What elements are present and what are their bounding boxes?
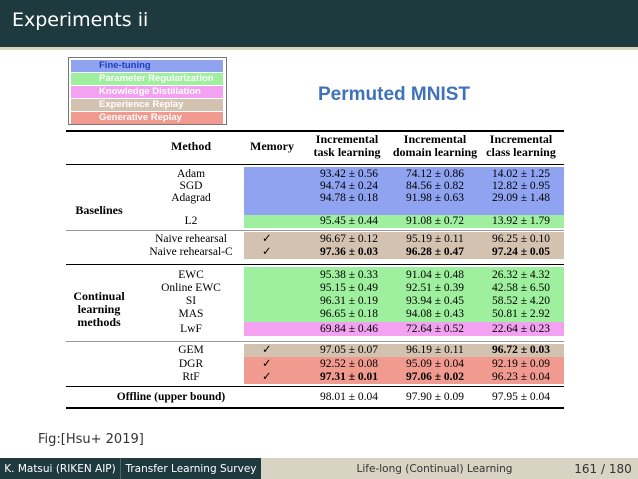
group-continual: Continual learning methods: [73, 289, 125, 329]
header-method: Method: [171, 139, 211, 153]
legend-item-generative-replay: Generative Replay: [71, 112, 223, 124]
header-task: Incremental task learning: [313, 132, 381, 159]
header-memory: Memory: [250, 139, 294, 153]
footer-talk: Transfer Learning Survey: [120, 458, 261, 479]
legend-item-experience-replay: Experience Replay: [71, 99, 223, 111]
legend-item-parameter-regularization: Parameter Regularization: [71, 73, 223, 85]
legend-item-fine-tuning: Fine-tuning: [71, 60, 223, 72]
separator: [66, 386, 564, 387]
band-generative-replay: [244, 357, 564, 384]
slide-title: Experiments ii: [12, 9, 149, 31]
separator: [66, 341, 564, 342]
band-naive-rehearsal: [244, 232, 564, 259]
footer-section: Life-long (Continual) Learning: [261, 458, 568, 479]
band-lwf: [244, 322, 564, 336]
figure-title: Permuted MNIST: [318, 84, 471, 105]
band-regularization: [244, 267, 564, 322]
separator: [66, 230, 564, 231]
separator: [66, 264, 564, 265]
header-rule: [0, 47, 638, 50]
header-domain: Incremental domain learning: [392, 132, 478, 159]
band-gem: [244, 344, 564, 357]
header-class: Incremental class learning: [486, 132, 556, 159]
header-rule-table: [66, 164, 564, 165]
band-fine-tuning: [244, 167, 564, 215]
footer-page-number: 161 / 180: [568, 458, 638, 479]
slide-footer: K. Matsui (RIKEN AIP) Transfer Learning …: [0, 458, 638, 479]
legend: Fine-tuning Parameter Regularization Kno…: [68, 57, 227, 125]
figure-caption: Fig:[Hsu+ 2019]: [38, 432, 144, 447]
bottom-rule: [66, 407, 564, 409]
legend-item-knowledge-distillation: Knowledge Distillation: [71, 86, 223, 98]
group-baselines: Baselines: [75, 203, 123, 217]
slide-header: Experiments ii: [0, 0, 638, 47]
footer-author: K. Matsui (RIKEN AIP): [0, 458, 120, 479]
band-l2: [244, 215, 564, 228]
results-table: Method Memory Incremental task learning …: [66, 130, 564, 410]
top-rule: [66, 130, 564, 132]
